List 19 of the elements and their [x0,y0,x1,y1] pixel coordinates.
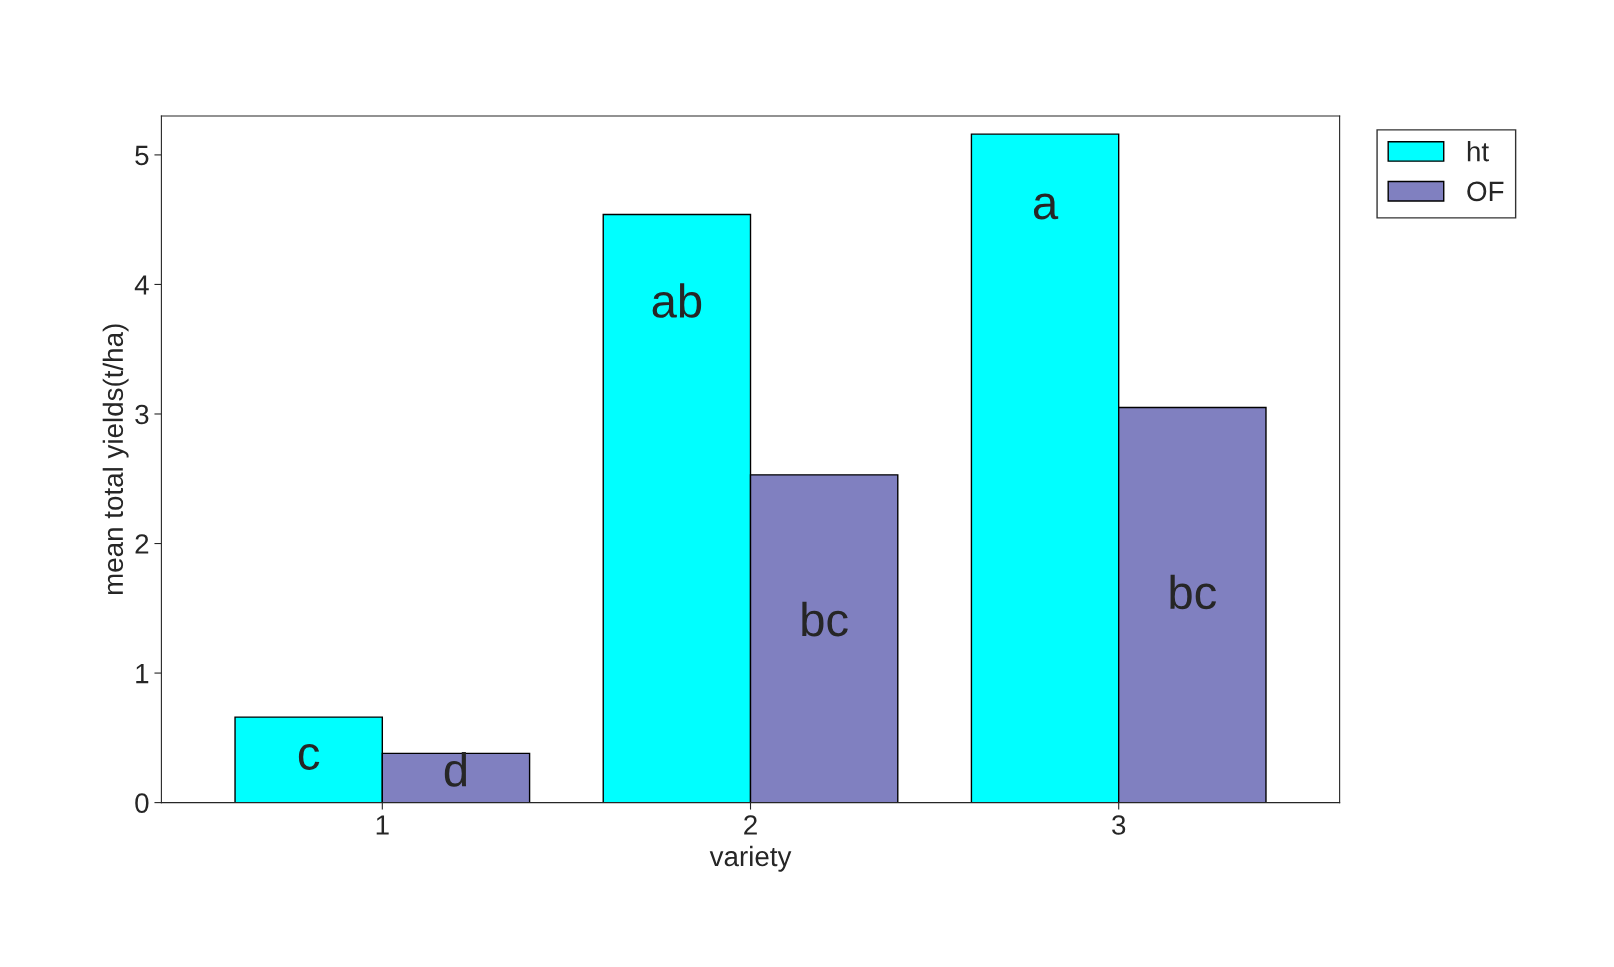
x-tick-label: 1 [376,815,389,835]
y-tick-label: 5 [135,145,149,166]
annotation: ab [652,283,702,318]
legend-label: OF [1467,181,1504,202]
annotation: bc [802,601,848,637]
x-axis-title: variety [709,845,792,872]
annotation: c [298,744,320,770]
y-tick-label: 1 [136,664,149,684]
annotation: bc [1170,574,1217,610]
x-tick-label: 3 [1112,815,1126,835]
y-tick-label: 3 [135,404,149,425]
annotation: d [444,752,467,787]
annotation: a [1033,193,1059,220]
y-tick-label: 2 [135,534,149,554]
x-tick-label: 2 [744,815,757,835]
y-tick-label: 0 [135,793,149,813]
legend-label: ht [1467,141,1489,162]
y-axis-title: mean total yields(t/ha) [102,324,129,595]
y-tick-label: 4 [134,275,149,295]
